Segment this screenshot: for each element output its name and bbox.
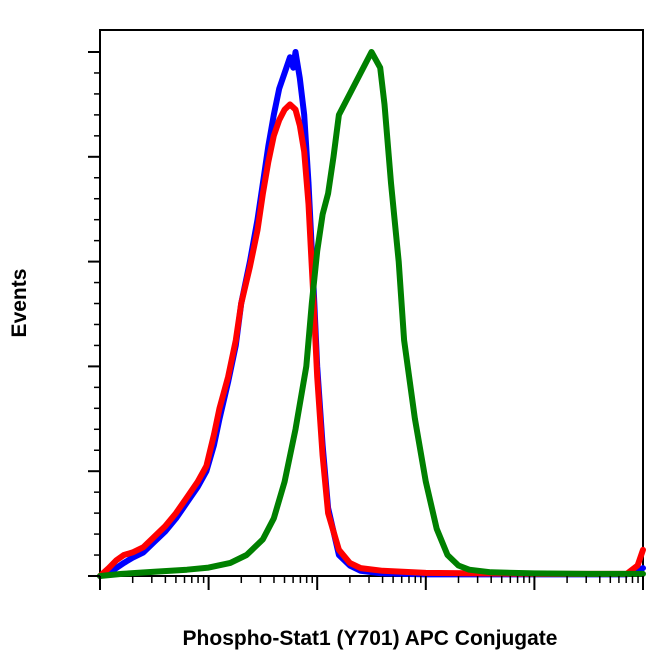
series-line-2	[97, 101, 646, 579]
plot-frame	[99, 29, 644, 577]
x-axis-ticks	[99, 576, 644, 590]
x-axis-title: Phospho-Stat1 (Y701) APC Conjugate	[183, 627, 558, 650]
series-line-3	[97, 49, 646, 579]
y-axis-title: Events	[8, 269, 31, 338]
y-axis-ticks	[88, 51, 100, 577]
series-layer	[97, 49, 646, 579]
